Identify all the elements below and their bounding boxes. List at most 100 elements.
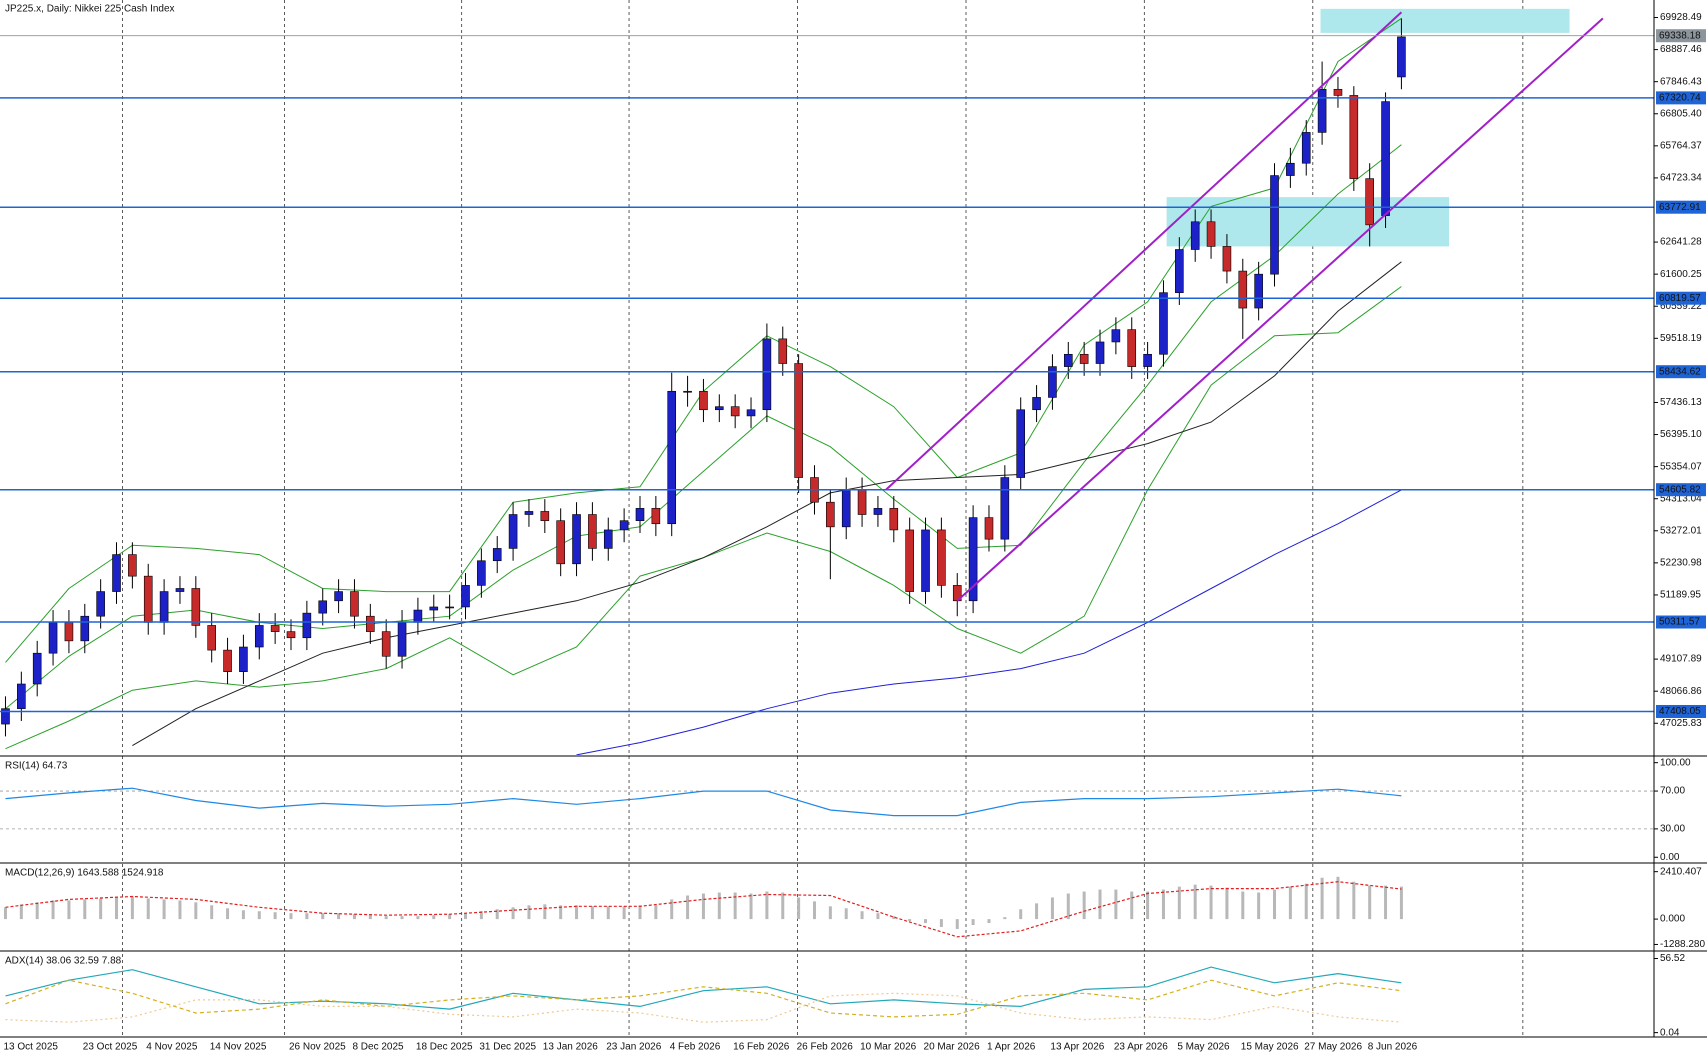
candle-body bbox=[556, 520, 565, 565]
histogram-bar bbox=[1082, 891, 1086, 920]
y-tick-label: 2410.407 bbox=[1660, 866, 1702, 877]
candle-body bbox=[1333, 88, 1343, 96]
y-tick-label: 49107.89 bbox=[1660, 654, 1702, 665]
candle-body bbox=[968, 517, 978, 602]
histogram-bar bbox=[622, 906, 626, 920]
histogram-bar bbox=[67, 900, 71, 920]
candle-body bbox=[1048, 366, 1057, 398]
adx-panel bbox=[5, 966, 1402, 1023]
histogram-bar bbox=[3, 907, 7, 920]
y-tick-label: 59518.19 bbox=[1660, 333, 1702, 344]
y-tick-label: 100.00 bbox=[1660, 757, 1691, 768]
candle-body bbox=[1000, 477, 1010, 540]
histogram-bar bbox=[828, 906, 832, 920]
histogram-bar bbox=[924, 919, 928, 924]
candle-body bbox=[381, 631, 391, 657]
candle-body bbox=[905, 529, 914, 592]
grid bbox=[122, 0, 1524, 1037]
histogram-bar bbox=[511, 907, 515, 920]
histogram-bar bbox=[1003, 917, 1007, 920]
x-tick-label: 4 Nov 2025 bbox=[146, 1042, 198, 1053]
histogram-bar bbox=[686, 895, 690, 920]
candle-body bbox=[429, 606, 439, 611]
histogram-bar bbox=[130, 896, 134, 920]
histogram-bar bbox=[1225, 887, 1229, 920]
candle-body bbox=[366, 615, 375, 632]
histogram-bar bbox=[527, 905, 531, 920]
histogram-bar bbox=[1177, 886, 1181, 920]
y-tick-label: 52230.98 bbox=[1660, 558, 1702, 569]
channel-line bbox=[956, 17, 1604, 602]
histogram-bar bbox=[543, 904, 547, 920]
candle-body bbox=[1190, 221, 1200, 250]
candle-body bbox=[635, 508, 645, 521]
histogram-bar bbox=[892, 916, 896, 920]
candle-body bbox=[588, 514, 597, 549]
candle-body bbox=[1175, 249, 1184, 293]
x-tick-label: 31 Dec 2025 bbox=[479, 1042, 536, 1053]
histogram-bar bbox=[1146, 891, 1150, 920]
candle-body bbox=[667, 390, 677, 525]
x-tick-label: 1 Apr 2026 bbox=[987, 1042, 1036, 1053]
candle-body bbox=[873, 508, 883, 515]
y-tick-label: 0.00 bbox=[1660, 852, 1680, 863]
y-tick-label: 56.52 bbox=[1660, 953, 1685, 964]
y-tick-label: 68887.46 bbox=[1660, 44, 1702, 55]
y-tick-label: 51189.95 bbox=[1660, 590, 1701, 601]
histogram-bar bbox=[1209, 885, 1213, 920]
histogram-bar bbox=[226, 908, 230, 920]
candle-body bbox=[794, 363, 803, 478]
candle-body bbox=[1159, 292, 1168, 355]
histogram-bar bbox=[654, 905, 658, 920]
candle-body bbox=[239, 646, 248, 672]
channel-line bbox=[885, 11, 1403, 491]
histogram-bar bbox=[1384, 885, 1388, 920]
candle-body bbox=[128, 554, 137, 577]
labels: JP225.x, Daily: Nikkei 225 Cash Index 69… bbox=[3, 4, 1706, 1053]
candle-body bbox=[461, 585, 470, 608]
candle-body bbox=[1254, 273, 1263, 309]
candle-body bbox=[715, 406, 724, 411]
histogram-bar bbox=[305, 913, 309, 920]
candle-body bbox=[143, 575, 153, 623]
histogram-bar bbox=[210, 905, 214, 920]
histogram-bar bbox=[1368, 885, 1372, 920]
y-tick-label: -1288.280 bbox=[1660, 939, 1705, 950]
histogram-bar bbox=[273, 912, 277, 920]
histogram-bar bbox=[368, 915, 372, 920]
histogram-bar bbox=[400, 916, 404, 920]
histogram-bar bbox=[1399, 886, 1403, 920]
x-tick-label: 23 Jan 2026 bbox=[606, 1042, 661, 1053]
candle-body bbox=[1032, 397, 1041, 411]
level-label: 47408.05 bbox=[1659, 706, 1701, 717]
histogram-bar bbox=[1273, 889, 1277, 920]
candle-body bbox=[762, 338, 772, 411]
level-label: 63772.91 bbox=[1659, 202, 1701, 213]
candle-body bbox=[64, 622, 74, 642]
indicator-line bbox=[5, 966, 1402, 1010]
histogram-bar bbox=[939, 919, 943, 927]
candle-body bbox=[159, 591, 169, 623]
candle-body bbox=[730, 406, 740, 417]
candle-body bbox=[1095, 341, 1105, 364]
histogram-bar bbox=[1241, 891, 1245, 920]
histogram-bar bbox=[1130, 891, 1134, 920]
level-label-bg bbox=[1656, 200, 1706, 214]
histogram-bar bbox=[812, 901, 816, 920]
level-label-bg bbox=[1656, 704, 1706, 718]
current-price-label-bg bbox=[1656, 29, 1706, 43]
level-label-bg bbox=[1656, 483, 1706, 497]
y-tick-label: 53272.01 bbox=[1660, 525, 1702, 536]
histogram-bar bbox=[463, 913, 467, 920]
candle-body bbox=[1365, 178, 1374, 226]
candle-body bbox=[254, 625, 264, 648]
candle-body bbox=[889, 508, 899, 531]
candle-body bbox=[397, 622, 407, 657]
candle-body bbox=[17, 683, 26, 709]
candle-body bbox=[826, 501, 835, 528]
candle-body bbox=[1, 708, 10, 725]
level-label-bg bbox=[1656, 291, 1706, 305]
chart-header: JP225.x, Daily: Nikkei 225 Cash Index bbox=[5, 4, 175, 15]
candle-body bbox=[778, 338, 788, 364]
